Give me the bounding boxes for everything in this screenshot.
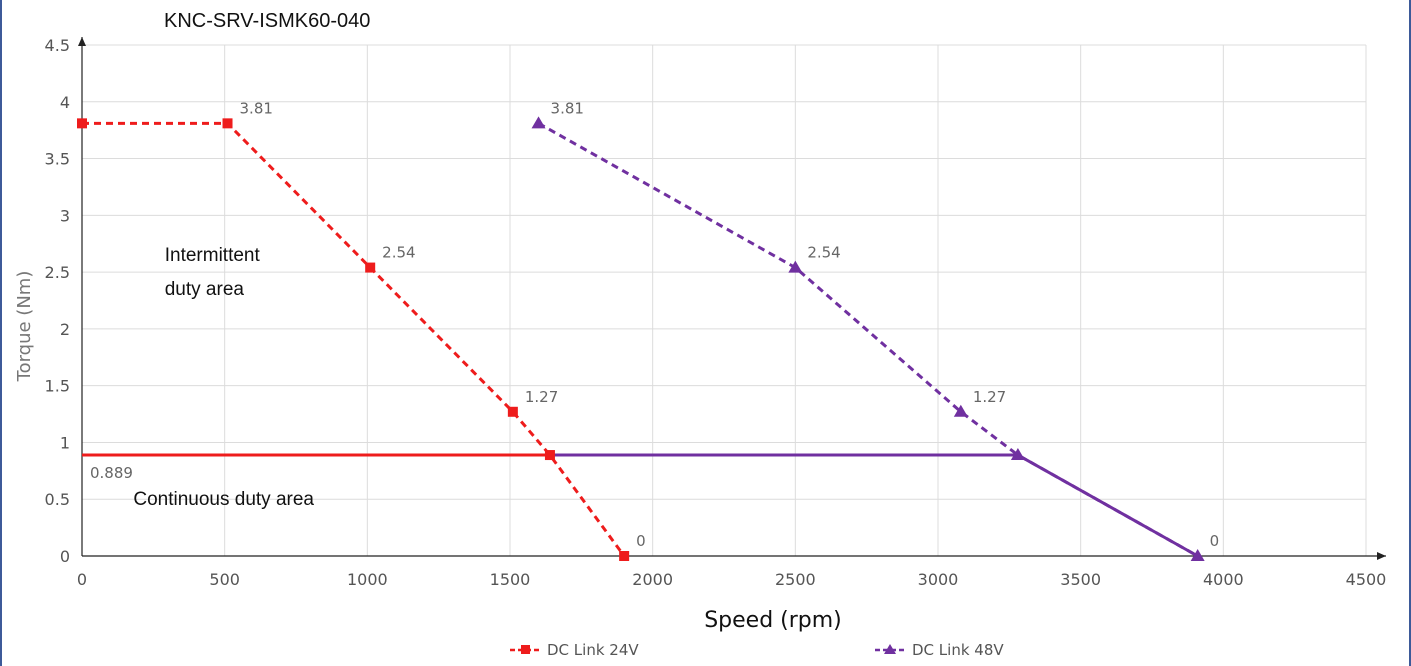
y-tick-label: 0.5	[45, 490, 70, 509]
y-tick-label: 1.5	[45, 377, 70, 396]
data-point-48v	[788, 260, 803, 273]
annotations: Intermittent duty area Continuous duty are…	[133, 245, 314, 510]
x-axis-title: Speed (rpm)	[704, 608, 842, 633]
series-line-24v	[82, 121, 626, 557]
y-tick-label: 3	[60, 206, 70, 225]
continuous-torque-label: 0.889	[90, 464, 133, 482]
x-tick-label: 4000	[1203, 570, 1244, 589]
legend-label: DC Link 24V	[547, 641, 639, 659]
legend-marker-24v	[521, 645, 530, 654]
y-tick-label: 4	[60, 93, 70, 112]
legend-marker-48v	[884, 644, 896, 654]
annotation-text: duty area	[165, 279, 245, 300]
x-axis-arrow	[1377, 552, 1386, 560]
data-label: 0	[1210, 532, 1220, 550]
x-tick-label: 500	[209, 570, 240, 589]
grid-lines	[82, 44, 1367, 556]
x-tick-label: 0	[77, 570, 87, 589]
data-label: 2.54	[382, 244, 415, 262]
data-point-24v	[619, 551, 630, 561]
annotation-text: Continuous duty area	[133, 489, 314, 510]
data-label: 3.81	[551, 99, 584, 117]
tick-labels: 0 0.5 1 1.5 2 2.5 3 3.5 4 4.5 0 500 1000 1500 2000 2500…	[45, 36, 1387, 589]
series-markers	[77, 116, 1205, 561]
chart-title: KNC-SRV-ISMK60-040	[164, 10, 370, 32]
legend-label: DC Link 48V	[912, 641, 1004, 659]
data-label: 1.27	[973, 388, 1006, 406]
legend: DC Link 24V DC Link 48V	[510, 641, 1004, 659]
x-tick-label: 1500	[490, 570, 531, 589]
x-tick-label: 3000	[918, 570, 959, 589]
series-lines	[82, 121, 1199, 558]
y-tick-label: 0	[60, 547, 70, 566]
y-tick-label: 2	[60, 320, 70, 339]
data-point-24v	[507, 406, 518, 417]
data-point-24v	[222, 118, 233, 129]
x-tick-label: 3500	[1060, 570, 1101, 589]
axes	[78, 37, 1386, 560]
data-point-48v	[531, 116, 546, 129]
y-axis-title: Torque (Nm)	[14, 271, 35, 383]
y-tick-label: 3.5	[45, 150, 70, 169]
data-point-24v	[365, 262, 376, 273]
data-label: 3.81	[240, 99, 273, 117]
x-tick-label: 2500	[775, 570, 816, 589]
data-point-48v	[1010, 448, 1025, 461]
x-tick-label: 1000	[347, 570, 388, 589]
data-point-48v	[1190, 549, 1205, 561]
left-frame-border	[0, 0, 2, 666]
annotation-text: Intermittent	[165, 245, 261, 266]
data-point-48v	[953, 404, 968, 417]
y-tick-label: 4.5	[45, 36, 70, 55]
data-label: 2.54	[807, 244, 840, 262]
data-point-24v	[77, 118, 87, 129]
x-tick-label: 2000	[632, 570, 673, 589]
data-label: 1.27	[525, 388, 558, 406]
right-frame-border	[1409, 0, 1411, 666]
data-label: 0	[636, 532, 646, 550]
y-tick-label: 1	[60, 433, 70, 452]
x-tick-label: 4500	[1346, 570, 1387, 589]
y-axis-arrow	[78, 37, 86, 46]
series-line-48v	[537, 122, 1199, 558]
data-point-24v	[544, 450, 555, 461]
data-labels: 0.889 3.81 2.54 1.27 0 3.81 2.54 1.27 0	[90, 99, 1219, 550]
y-tick-label: 2.5	[45, 263, 70, 282]
